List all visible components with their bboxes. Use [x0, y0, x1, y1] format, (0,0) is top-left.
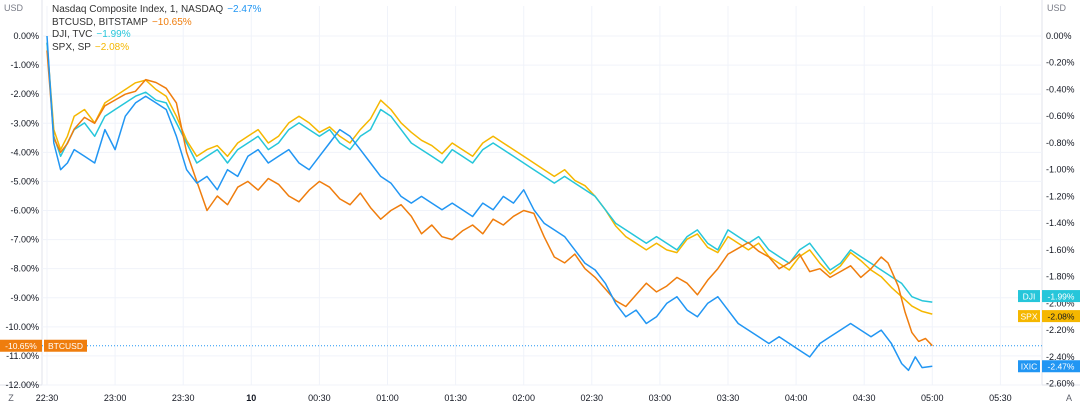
series-line-dji: [46, 42, 933, 303]
series-name-tag-bg-spx: [1018, 310, 1040, 323]
left-axis-tick-label: -4.00%: [10, 147, 39, 157]
time-axis-tick-label: 23:00: [104, 393, 127, 403]
time-axis-tick-label: 01:00: [376, 393, 399, 403]
time-axis-tick-label: 00:30: [308, 393, 331, 403]
right-axis-tick-label: -0.20%: [1046, 58, 1075, 68]
legend-name: SPX, SP: [52, 41, 91, 53]
time-axis-tick-label: 03:30: [717, 393, 740, 403]
time-axis-tick-label: 03:00: [649, 393, 672, 403]
left-axis-tick-label: -12.00%: [5, 380, 39, 390]
time-axis-tick-label: 05:00: [921, 393, 944, 403]
series-name-tag-spx: SPX: [1020, 312, 1037, 322]
btcusd-value-tag-bg: [0, 339, 42, 352]
time-axis-tick-label: 02:00: [512, 393, 535, 403]
right-axis-tick-label: -1.00%: [1046, 165, 1075, 175]
time-axis-tick-label: 05:30: [989, 393, 1012, 403]
time-axis-tick-label: 22:30: [36, 393, 59, 403]
auto-scale-toggle-button[interactable]: A: [1065, 393, 1072, 403]
right-axis-tick-label: -1.60%: [1046, 245, 1075, 255]
legend-value: −2.08%: [94, 41, 130, 53]
legend-name: Nasdaq Composite Index, 1, NASDAQ: [52, 4, 224, 15]
left-axis-tick-label: -8.00%: [10, 264, 39, 274]
left-axis-tick-label: -9.00%: [10, 293, 39, 303]
series-name-tag-bg-dji: [1018, 290, 1040, 303]
right-axis-tick-label: -2.20%: [1046, 325, 1075, 335]
right-axis-tick-label: -2.00%: [1046, 298, 1075, 308]
legend-value: −10.65%: [151, 16, 192, 28]
right-axis-tick-label: -0.40%: [1046, 84, 1075, 94]
series-line-ixic: [46, 35, 933, 372]
right-axis-unit: USD: [1047, 3, 1067, 13]
left-axis-unit: USD: [4, 3, 24, 13]
time-axis-tick-label: 01:30: [444, 393, 467, 403]
right-axis-tick-label: -2.40%: [1046, 352, 1075, 362]
left-axis-tick-label: 0.00%: [13, 31, 39, 41]
right-axis-tick-label: -0.80%: [1046, 138, 1075, 148]
left-axis-tick-label: -10.00%: [5, 322, 39, 332]
series-value-tag-spx: -2.08%: [1048, 312, 1075, 322]
series-value-tag-ixic: -2.47%: [1048, 362, 1075, 372]
right-axis-tick-label: -1.40%: [1046, 218, 1075, 228]
left-axis-tick-label: -5.00%: [10, 176, 39, 186]
series-value-tag-dji: -1.99%: [1048, 292, 1075, 302]
time-axis-tick-label: 02:30: [581, 393, 604, 403]
legend-row-ixic[interactable]: Nasdaq Composite Index, 1, NASDAQ −2.47%: [52, 4, 261, 17]
right-axis-tick-label: -0.60%: [1046, 111, 1075, 121]
series-name-tag-ixic: IXIC: [1021, 362, 1038, 372]
left-axis-tick-label: -1.00%: [10, 60, 39, 70]
btcusd-value-tag: -10.65%: [5, 341, 37, 351]
right-axis-tick-label: -2.60%: [1046, 379, 1075, 389]
log-scale-toggle-button[interactable]: Z: [8, 393, 14, 403]
left-axis-tick-label: -3.00%: [10, 118, 39, 128]
legend-name: DJI, TVC: [52, 29, 93, 41]
time-axis-tick-label: 04:00: [785, 393, 808, 403]
right-axis-tick-label: -1.80%: [1046, 272, 1075, 282]
series-value-tag-bg-dji: [1042, 290, 1080, 303]
time-axis-tick-label: 04:30: [853, 393, 876, 403]
chart-legend: Nasdaq Composite Index, 1, NASDAQ −2.47% …: [52, 4, 261, 54]
legend-value: −1.99%: [96, 29, 131, 41]
btcusd-name-tag-bg: [44, 339, 87, 352]
left-axis-tick-label: -7.00%: [10, 235, 39, 245]
series-value-tag-bg-ixic: [1042, 360, 1080, 373]
series-name-tag-bg-ixic: [1018, 360, 1040, 373]
right-axis-tick-label: -1.20%: [1046, 191, 1075, 201]
legend-row-dji[interactable]: DJI, TVC −1.99%: [52, 29, 261, 42]
series-name-tag-dji: DJI: [1023, 292, 1036, 302]
btcusd-name-tag: BTCUSD: [48, 341, 83, 351]
legend-row-btcusd[interactable]: BTCUSD, BITSTAMP −10.65%: [52, 17, 261, 30]
right-axis-tick-label: 0.00%: [1046, 31, 1072, 41]
legend-name: BTCUSD, BITSTAMP: [52, 16, 148, 28]
legend-row-spx[interactable]: SPX, SP −2.08%: [52, 42, 261, 55]
series-line-spx: [46, 42, 933, 315]
left-axis-tick-label: -2.00%: [10, 89, 39, 99]
time-axis-tick-label: 23:30: [172, 393, 195, 403]
left-axis-tick-label: -6.00%: [10, 206, 39, 216]
left-axis-tick-label: -11.00%: [6, 351, 39, 361]
series-value-tag-bg-spx: [1042, 310, 1080, 323]
series-line-btcusd: [46, 50, 933, 347]
time-axis-tick-label: 10: [246, 393, 256, 403]
legend-value: −2.47%: [227, 4, 262, 15]
